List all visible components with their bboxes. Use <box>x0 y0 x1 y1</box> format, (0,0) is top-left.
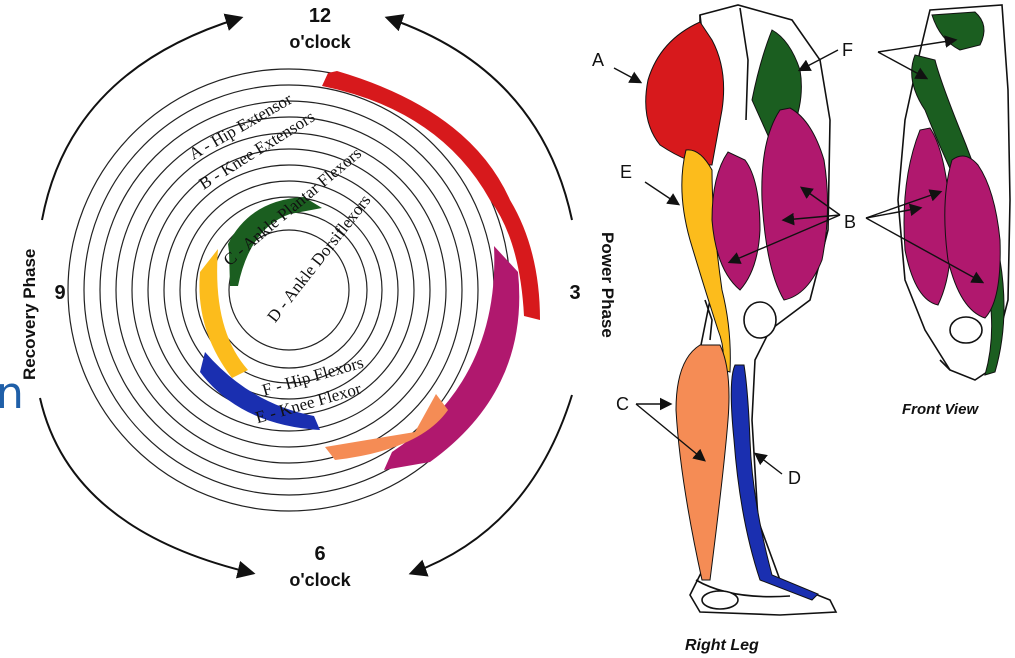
muscle-b-knee-extensor-1 <box>711 151 761 291</box>
caption-right-leg: Right Leg <box>685 637 759 654</box>
muscle-a-hip-extensor <box>645 21 725 166</box>
marker-b: B <box>844 212 856 232</box>
marker-c: C <box>616 394 629 414</box>
band-knee-extensors <box>384 246 520 470</box>
arrow-bottom-right <box>408 394 573 577</box>
marker-e: E <box>620 162 632 182</box>
band-knee-flexor <box>200 352 320 430</box>
partial-text-fragment: n <box>0 368 24 419</box>
cycle-diagram: A - Hip Extensor B - Knee Extensors C - … <box>20 5 617 590</box>
front-markers <box>865 35 985 284</box>
band-hip-flexors <box>199 249 248 378</box>
clock-nine: 9 <box>54 282 65 304</box>
clock-labels: 12 o'clock 6 o'clock 3 9 Power Phase Rec… <box>20 5 617 590</box>
marker-f: F <box>842 40 853 60</box>
front-b-knee-extensor-2 <box>944 155 1001 319</box>
concentric-rings <box>67 68 511 512</box>
front-f-hip-flexor <box>931 11 985 51</box>
cycle-arrows <box>39 13 573 579</box>
arrow-top-right <box>384 14 573 221</box>
muscle-c-ankle-plantar <box>675 344 730 581</box>
band-ankle-plantar <box>325 394 448 460</box>
leg-markers <box>613 49 841 475</box>
caption-front-view: Front View <box>902 401 979 418</box>
arrow-bottom-left <box>39 397 256 579</box>
marker-d: D <box>788 468 801 488</box>
leg-marker-labels: A F E B C D <box>592 40 856 488</box>
front-view-illustration: Front View <box>865 4 1011 418</box>
power-phase-label: Power Phase <box>598 232 617 338</box>
muscle-d-ankle-dorsi <box>730 364 819 601</box>
clock-twelve-unit: o'clock <box>289 32 351 52</box>
band-hip-extensor <box>322 71 540 320</box>
band-ankle-dorsi <box>228 197 322 286</box>
clock-twelve: 12 <box>309 5 331 27</box>
arrow-top-left <box>41 13 244 221</box>
right-leg-illustration: A F E B C D Right Leg <box>592 4 856 654</box>
clock-six-unit: o'clock <box>289 570 351 590</box>
muscle-bands <box>199 71 540 470</box>
muscle-e-knee-flexor <box>681 149 731 373</box>
muscle-b-knee-extensor-2 <box>761 107 829 301</box>
clock-six: 6 <box>314 543 325 565</box>
front-b-knee-extensor-1 <box>903 127 952 306</box>
clock-three: 3 <box>569 282 580 304</box>
recovery-phase-label: Recovery Phase <box>20 249 39 380</box>
marker-a: A <box>592 50 604 70</box>
